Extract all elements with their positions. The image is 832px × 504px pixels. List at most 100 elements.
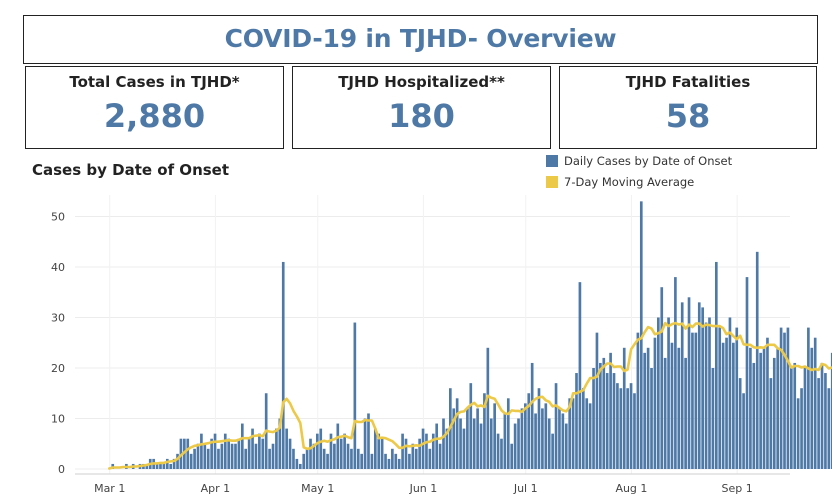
daily-cases-bar[interactable] [674, 277, 677, 469]
daily-cases-bar[interactable] [653, 337, 657, 469]
daily-cases-bar[interactable] [145, 463, 149, 469]
daily-cases-bar[interactable] [435, 423, 439, 469]
daily-cases-bar[interactable] [783, 332, 786, 469]
daily-cases-bar[interactable] [657, 317, 660, 470]
daily-cases-bar[interactable] [391, 448, 394, 469]
legend-item-daily-cases[interactable]: Daily Cases by Date of Onset [546, 154, 732, 168]
daily-cases-bar[interactable] [438, 443, 442, 469]
daily-cases-bar[interactable] [431, 433, 435, 469]
daily-cases-bar[interactable] [558, 408, 561, 469]
daily-cases-bar[interactable] [728, 317, 732, 470]
daily-cases-bar[interactable] [530, 362, 534, 469]
daily-cases-bar[interactable] [544, 403, 548, 469]
daily-cases-bar[interactable] [288, 438, 292, 469]
daily-cases-bar[interactable] [592, 368, 595, 469]
daily-cases-bar[interactable] [677, 347, 681, 469]
daily-cases-bar[interactable] [350, 448, 353, 469]
daily-cases-bar[interactable] [735, 327, 739, 469]
daily-cases-bar[interactable] [165, 458, 169, 469]
daily-cases-bar[interactable] [571, 398, 575, 469]
daily-cases-bar[interactable] [827, 388, 831, 469]
daily-cases-bar[interactable] [759, 352, 762, 469]
daily-cases-bar[interactable] [493, 403, 496, 469]
daily-cases-bar[interactable] [363, 418, 367, 470]
daily-cases-bar[interactable] [725, 337, 728, 469]
daily-cases-bar[interactable] [663, 357, 667, 469]
daily-cases-bar[interactable] [316, 433, 319, 469]
daily-cases-bar[interactable] [336, 423, 340, 469]
daily-cases-bar[interactable] [721, 342, 725, 469]
daily-cases-bar[interactable] [670, 342, 674, 469]
daily-cases-bar[interactable] [578, 282, 582, 469]
daily-cases-bar[interactable] [629, 383, 633, 469]
daily-cases-bar[interactable] [428, 448, 432, 469]
daily-cases-bar[interactable] [196, 443, 200, 469]
daily-cases-bar[interactable] [793, 362, 797, 469]
daily-cases-bar[interactable] [401, 433, 404, 469]
daily-cases-bar[interactable] [810, 347, 814, 469]
daily-cases-bar[interactable] [568, 398, 572, 469]
daily-cases-bar[interactable] [796, 398, 800, 469]
daily-cases-bar[interactable] [186, 438, 190, 469]
daily-cases-bar[interactable] [322, 448, 326, 469]
daily-cases-bar[interactable] [527, 393, 531, 469]
daily-cases-bar[interactable] [404, 438, 408, 469]
daily-cases-bar[interactable] [155, 463, 159, 469]
daily-cases-bar[interactable] [745, 277, 749, 469]
moving-average-line[interactable] [108, 320, 832, 470]
daily-cases-bar[interactable] [268, 448, 271, 469]
daily-cases-bar[interactable] [343, 433, 346, 469]
daily-cases-bar[interactable] [459, 418, 462, 470]
daily-cases-bar[interactable] [687, 297, 691, 469]
daily-cases-bar[interactable] [714, 261, 718, 469]
daily-cases-bar[interactable] [786, 327, 790, 469]
daily-cases-bar[interactable] [742, 393, 745, 469]
daily-cases-bar[interactable] [738, 378, 742, 469]
daily-cases-bar[interactable] [732, 342, 735, 469]
daily-cases-bar[interactable] [176, 453, 179, 469]
daily-cases-bar[interactable] [326, 453, 329, 469]
daily-cases-bar[interactable] [817, 378, 820, 469]
daily-cases-bar[interactable] [329, 433, 333, 469]
daily-cases-bar[interactable] [609, 352, 612, 469]
daily-cases-bar[interactable] [599, 362, 602, 469]
daily-cases-bar[interactable] [524, 403, 527, 469]
daily-cases-bar[interactable] [667, 317, 670, 470]
daily-cases-bar[interactable] [298, 463, 302, 469]
daily-cases-bar[interactable] [418, 438, 421, 469]
daily-cases-bar[interactable] [244, 448, 248, 469]
daily-cases-bar[interactable] [643, 352, 647, 469]
daily-cases-bar[interactable] [247, 438, 251, 469]
daily-cases-bar[interactable] [680, 302, 684, 469]
daily-cases-bar[interactable] [452, 408, 456, 469]
daily-cases-bar[interactable] [752, 362, 756, 469]
daily-cases-bar[interactable] [278, 418, 282, 470]
daily-cases-bar[interactable] [575, 373, 578, 469]
daily-cases-bar[interactable] [803, 368, 807, 469]
daily-cases-bar[interactable] [213, 433, 217, 469]
daily-cases-bar[interactable] [455, 398, 459, 469]
daily-cases-bar[interactable] [772, 357, 776, 469]
daily-cases-bar[interactable] [220, 443, 224, 469]
daily-cases-bar[interactable] [749, 347, 752, 469]
daily-cases-bar[interactable] [612, 373, 616, 469]
daily-cases-bar[interactable] [650, 368, 653, 469]
daily-cases-bar[interactable] [684, 357, 687, 469]
daily-cases-bar[interactable] [380, 438, 384, 469]
daily-cases-bar[interactable] [408, 453, 411, 469]
daily-cases-bar[interactable] [691, 332, 694, 469]
daily-cases-bar[interactable] [503, 413, 507, 469]
daily-cases-bar[interactable] [234, 443, 237, 469]
daily-cases-bar[interactable] [421, 428, 425, 469]
daily-cases-bar[interactable] [489, 418, 493, 470]
daily-cases-bar[interactable] [619, 388, 623, 469]
daily-cases-bar[interactable] [367, 413, 370, 469]
daily-cases-bar[interactable] [312, 443, 316, 469]
daily-cases-bar[interactable] [295, 458, 299, 469]
daily-cases-bar[interactable] [258, 433, 261, 469]
daily-cases-bar[interactable] [462, 428, 466, 469]
daily-cases-bar[interactable] [708, 317, 711, 470]
daily-cases-bar[interactable] [513, 423, 517, 469]
daily-cases-bar[interactable] [755, 251, 759, 469]
